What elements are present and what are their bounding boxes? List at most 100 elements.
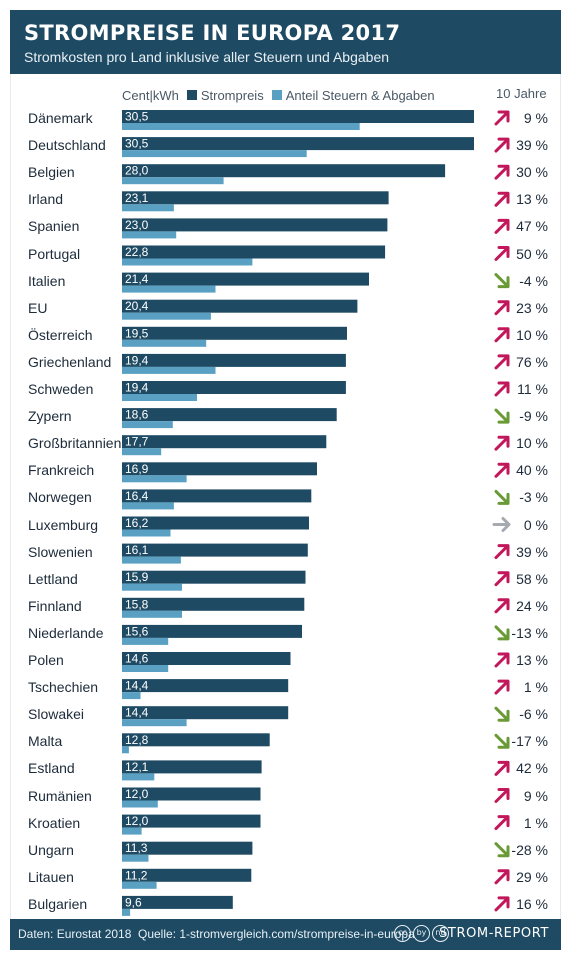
price-bar-kroatien (122, 814, 261, 828)
license-icons: cc by nd (394, 925, 449, 942)
trend-value-daenemark: 9 % (523, 110, 548, 126)
trend-up-icon-griechenland (494, 354, 510, 370)
value-label-grossbritannien: 17,7 (125, 435, 149, 449)
value-label-malta: 12,8 (125, 733, 149, 747)
country-label-slowenien: Slowenien (28, 543, 93, 560)
tax-bar-belgien (122, 177, 224, 185)
value-label-niederlande: 15,6 (125, 624, 149, 638)
tax-bar-niederlande (122, 637, 169, 645)
trend-up-icon-eu (494, 300, 510, 316)
data-source: Daten: Eurostat 2018 (18, 927, 132, 941)
price-bar-rumaenien (122, 787, 261, 801)
header-banner: STROMPREISE IN EUROPA 2017 Stromkosten p… (10, 10, 561, 74)
trend-value-polen: 13 % (516, 652, 548, 668)
country-label-polen: Polen (28, 652, 64, 668)
trend-up-icon-belgien (494, 164, 510, 180)
trend-value-slowenien: 39 % (516, 543, 548, 560)
tax-bar-griechenland (122, 366, 216, 374)
trend-value-irland: 13 % (516, 191, 548, 208)
trend-value-lettland: 58 % (516, 570, 548, 587)
price-bar-italien (122, 272, 369, 286)
value-label-portugal: 22,8 (125, 245, 149, 259)
trend-down-icon-malta (494, 733, 510, 749)
price-bar-lettland (122, 570, 306, 584)
legend: Cent|kWh Strompreis Anteil Steuern & Abg… (122, 86, 443, 104)
value-label-deutschland: 30,5 (125, 137, 149, 151)
trend-value-zypern: -9 % (519, 408, 548, 425)
value-label-bulgarien: 9,6 (125, 895, 142, 909)
tax-bar-italien (122, 285, 216, 293)
trend-value-niederlande: -13 % (511, 624, 548, 641)
source-link[interactable]: Quelle: 1-stromvergleich.com/strompreise… (138, 927, 415, 941)
trend-value-portugal: 50 % (516, 245, 548, 262)
trend-up-icon-rumaenien (494, 788, 510, 803)
chart-title: STROMPREISE IN EUROPA 2017 (24, 21, 401, 45)
tax-bar-zypern (122, 421, 173, 429)
value-label-finnland: 15,8 (125, 597, 149, 611)
tax-bar-estland (122, 773, 155, 781)
trend-value-frankreich: 40 % (516, 462, 548, 479)
price-bar-grossbritannien (122, 435, 327, 449)
unit-label: Cent|kWh (122, 87, 179, 103)
trend-up-icon-daenemark (494, 110, 510, 126)
price-bar-slowenien (122, 543, 308, 557)
country-label-malta: Malta (28, 733, 63, 750)
tax-bar-slowenien (122, 556, 181, 564)
trend-up-icon-lettland (494, 571, 510, 587)
trend-value-norwegen: -3 % (519, 489, 548, 506)
tax-bar-oesterreich (122, 339, 207, 347)
price-bar-ungarn (122, 841, 253, 855)
value-label-spanien: 23,0 (125, 218, 149, 232)
price-bar-slowakei (122, 706, 289, 720)
value-label-slowakei: 14,4 (125, 706, 149, 720)
by-icon: by (413, 925, 430, 942)
price-bar-niederlande (122, 624, 302, 638)
trend-value-spanien: 47 % (516, 218, 548, 235)
tax-bar-malta (122, 746, 129, 754)
price-bar-belgien (122, 164, 446, 178)
trend-up-icon-schweden (494, 381, 510, 397)
value-label-zypern: 18,6 (125, 408, 149, 422)
value-label-belgien: 28,0 (125, 164, 149, 178)
price-bar-spanien (122, 218, 388, 232)
country-label-zypern: Zypern (28, 408, 72, 425)
country-label-tschechien: Tschechien (28, 679, 99, 696)
trend-down-icon-ungarn (494, 842, 510, 858)
trend-up-icon-frankreich (494, 462, 510, 478)
value-label-ungarn: 11,3 (125, 841, 148, 855)
trend-value-slowakei: -6 % (519, 706, 548, 723)
trend-value-italien: -4 % (519, 272, 548, 289)
trend-up-icon-litauen (494, 869, 510, 885)
value-label-estland: 12,1 (125, 760, 149, 774)
tax-bar-portugal (122, 258, 253, 266)
trend-up-icon-deutschland (494, 137, 510, 153)
tax-bar-slowakei (122, 719, 187, 727)
price-bar-estland (122, 760, 262, 774)
country-label-irland: Irland (28, 191, 64, 208)
country-label-grossbritannien: Großbritannien (28, 435, 122, 452)
trend-value-tschechien: 1 % (523, 679, 548, 696)
tax-bar-luxemburg (122, 529, 171, 537)
value-label-polen: 14,6 (125, 652, 149, 666)
brand-logo: STROM-REPORT (439, 926, 549, 941)
trend-up-icon-bulgarien (494, 896, 510, 912)
price-bar-norwegen (122, 489, 312, 503)
tax-bar-lettland (122, 583, 182, 591)
tax-bar-kroatien (122, 827, 142, 835)
trend-up-icon-irland (494, 191, 510, 207)
country-label-eu: EU (28, 299, 48, 316)
trend-value-rumaenien: 9 % (523, 787, 548, 804)
tax-bar-eu (122, 312, 211, 320)
trend-flat-icon-luxemburg (492, 517, 511, 532)
country-label-litauen: Litauen (28, 868, 74, 885)
trend-value-bulgarien: 16 % (516, 895, 548, 912)
country-label-portugal: Portugal (28, 245, 81, 262)
value-label-eu: 20,4 (125, 299, 149, 313)
price-bar-malta (122, 733, 270, 747)
country-label-schweden: Schweden (28, 381, 94, 397)
value-label-italien: 21,4 (125, 272, 149, 286)
country-label-niederlande: Niederlande (28, 624, 104, 641)
legend-label-strompreis: Strompreis (200, 87, 264, 103)
price-bar-oesterreich (122, 326, 347, 340)
legend-label-steuern: Anteil Steuern & Abgaben (285, 87, 435, 103)
